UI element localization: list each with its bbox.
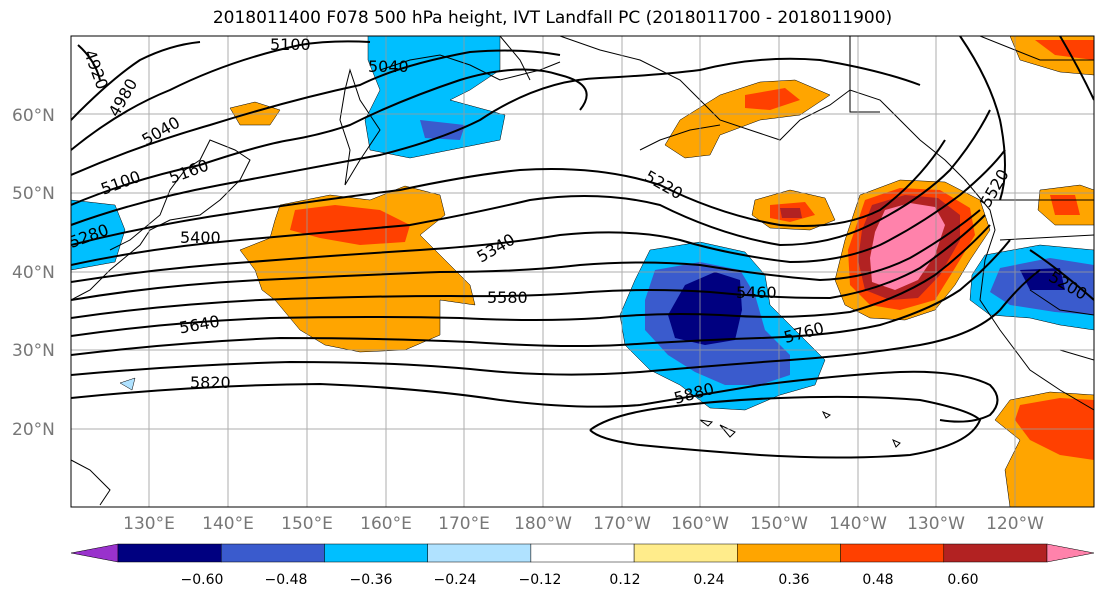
colorbar-tick: −0.24	[433, 572, 477, 588]
colorbar-segment	[840, 543, 945, 563]
colorbar-segment	[324, 543, 428, 563]
colorbar-tick: 0.12	[609, 572, 641, 588]
colorbar-tick: 0.48	[862, 572, 894, 588]
lat-label: 50°N	[12, 184, 55, 204]
svg-text:5400: 5400	[180, 228, 221, 247]
map-frame	[70, 35, 1095, 508]
lon-label: 130°W	[907, 514, 965, 534]
colorbar-segment	[117, 543, 222, 563]
colorbar-extend-min	[70, 543, 119, 563]
lon-label: 120°W	[986, 514, 1044, 534]
lon-label: 160°E	[360, 514, 412, 534]
lat-label: 40°N	[12, 263, 55, 283]
lat-label: 20°N	[12, 420, 55, 440]
lon-label: 170°E	[438, 514, 490, 534]
coastlines	[71, 36, 1094, 506]
colorbar-segment	[943, 543, 1048, 563]
colorbar-tick: −0.36	[349, 572, 393, 588]
svg-text:5820: 5820	[190, 373, 231, 392]
colorbar-extend-max	[1046, 543, 1095, 563]
colorbar-tick: −0.12	[518, 572, 562, 588]
colorbar-segment	[737, 543, 841, 563]
colorbar	[70, 543, 1095, 563]
colorbar-tick: −0.48	[264, 572, 308, 588]
lon-label: 180°W	[514, 514, 572, 534]
colorbar-tick: −0.60	[180, 572, 224, 588]
lat-label: 30°N	[12, 341, 55, 361]
svg-text:5040: 5040	[368, 57, 409, 76]
svg-text:5460: 5460	[736, 283, 777, 302]
svg-text:5100: 5100	[270, 35, 311, 54]
lon-label: 140°W	[829, 514, 887, 534]
colorbar-segment	[220, 543, 325, 563]
ivt-shading	[71, 36, 1094, 507]
lon-label: 160°W	[671, 514, 729, 534]
lon-label: 130°E	[123, 514, 175, 534]
colorbar-tick: 0.60	[947, 572, 979, 588]
lon-label: 150°E	[281, 514, 333, 534]
colorbar-tick: 0.36	[778, 572, 810, 588]
colorbar-segment	[427, 543, 532, 563]
lon-label: 170°W	[593, 514, 651, 534]
svg-text:5580: 5580	[487, 288, 528, 307]
lon-label: 150°W	[750, 514, 808, 534]
colorbar-segment	[633, 543, 738, 563]
colorbar-segment	[530, 543, 635, 563]
map-title: 2018011400 F078 500 hPa height, IVT Land…	[212, 8, 893, 28]
lat-label: 60°N	[12, 106, 55, 126]
height-contours	[71, 36, 1094, 459]
colorbar-tick: 0.24	[693, 572, 725, 588]
lon-label: 140°E	[202, 514, 254, 534]
